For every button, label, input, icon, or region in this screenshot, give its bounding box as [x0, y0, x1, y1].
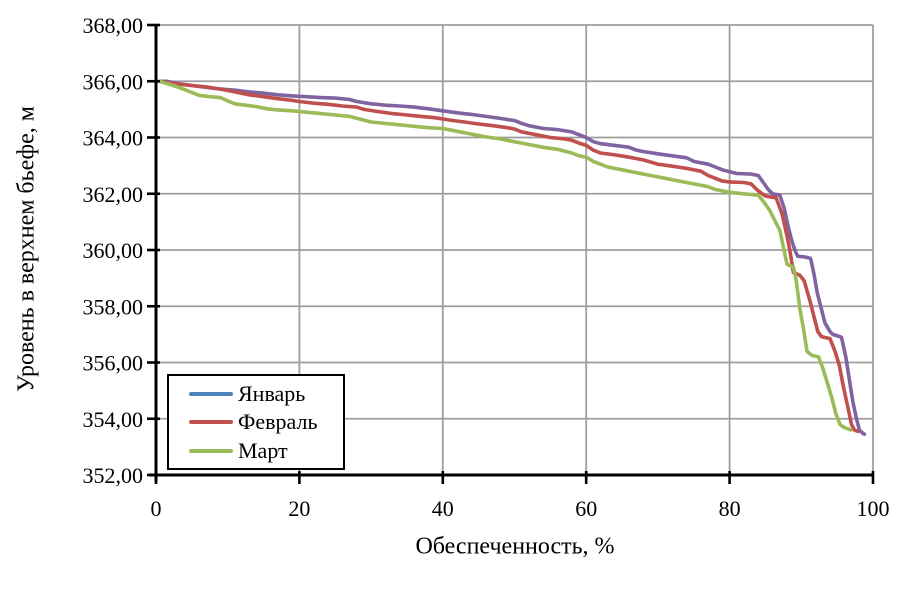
january-line — [157, 79, 867, 437]
x-tick-label: 60 — [575, 496, 597, 521]
x-axis-title: Обеспеченность, % — [415, 533, 615, 560]
y-tick-label: 368,00 — [83, 13, 144, 38]
february-line-swatch — [189, 420, 233, 424]
january-line-swatch — [189, 391, 233, 396]
y-tick-label: 356,00 — [83, 351, 144, 376]
y-tick-label: 358,00 — [83, 294, 144, 319]
march-line — [157, 79, 853, 432]
y-axis-title: Уровень в верхнем бьефе, м — [13, 106, 40, 392]
legend-item-february: Февраль — [189, 411, 343, 433]
y-tick-label: 366,00 — [83, 69, 144, 94]
march-line-swatch — [189, 448, 233, 453]
y-tick-label: 360,00 — [83, 238, 144, 263]
legend-item-january: Январь — [189, 380, 343, 406]
y-tick-label: 362,00 — [83, 182, 144, 207]
x-tick-label: 100 — [857, 496, 890, 521]
x-tick-label: 20 — [288, 496, 310, 521]
x-tick-label: 80 — [719, 496, 741, 521]
legend-item-march: Март — [189, 437, 343, 463]
february-line — [157, 79, 860, 434]
x-tick-label: 0 — [151, 496, 162, 521]
legend-label-january: Январь — [238, 380, 306, 406]
y-tick-label: 352,00 — [83, 463, 144, 488]
y-tick-label: 364,00 — [83, 126, 144, 151]
x-tick-label: 40 — [432, 496, 454, 521]
legend: Январь Февраль Март — [167, 374, 345, 470]
legend-label-march: Март — [238, 437, 288, 463]
y-tick-label: 354,00 — [83, 407, 144, 432]
legend-label-february: Февраль — [238, 409, 318, 434]
